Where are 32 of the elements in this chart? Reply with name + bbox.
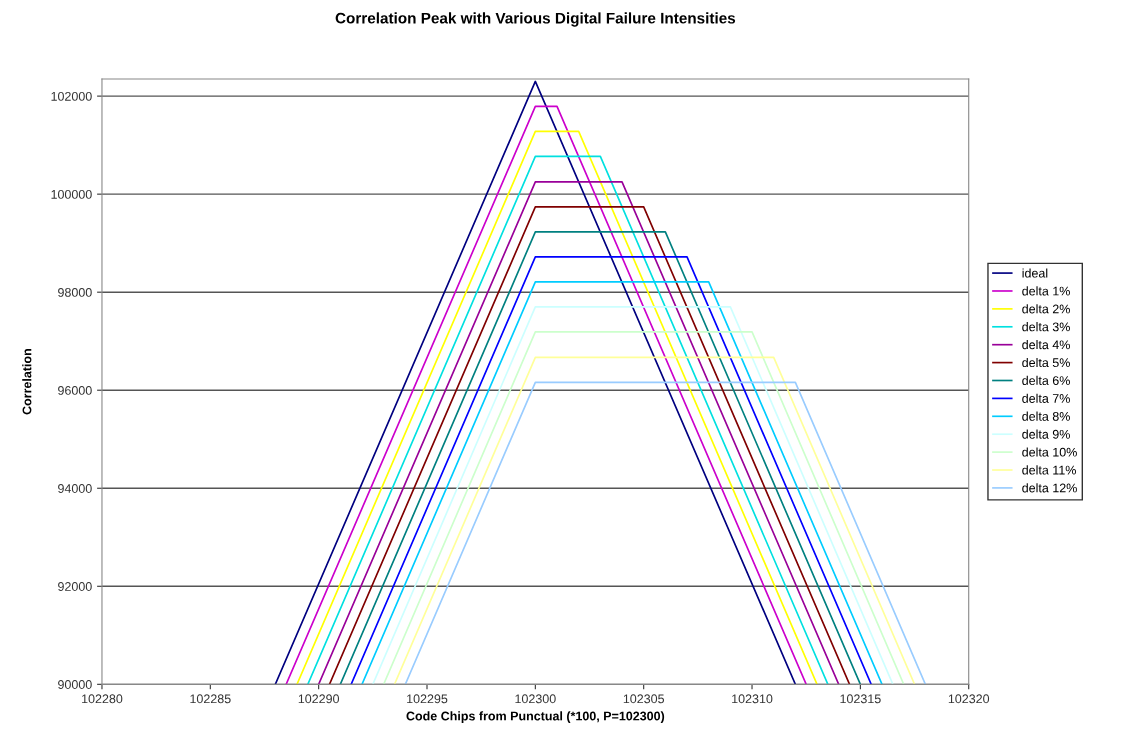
legend-label: delta 5% bbox=[1022, 357, 1070, 368]
legend-label: delta 4% bbox=[1022, 340, 1070, 350]
x-tick-label: 102290 bbox=[298, 694, 340, 704]
legend-label: delta 6% bbox=[1022, 375, 1070, 385]
x-tick-label: 102310 bbox=[732, 694, 773, 704]
legend-label: delta 2% bbox=[1022, 304, 1070, 314]
chart-title: Correlation Peak with Various Digital Failure Intensities bbox=[335, 12, 736, 27]
y-tick-label: 102000 bbox=[51, 91, 92, 101]
y-tick-label: 94000 bbox=[58, 484, 92, 493]
y-tick-label: 92000 bbox=[58, 582, 92, 591]
legend-label: ideal bbox=[1022, 268, 1048, 278]
legend-label: delta 3% bbox=[1022, 322, 1070, 332]
legend-label: delta 12% bbox=[1022, 483, 1077, 493]
y-tick-label: 98000 bbox=[58, 287, 92, 297]
legend-label: delta 11% bbox=[1022, 465, 1076, 475]
y-tick-label: 96000 bbox=[58, 386, 92, 395]
legend-label: delta 7% bbox=[1022, 393, 1070, 403]
y-tick-label: 100000 bbox=[51, 189, 92, 199]
legend-label: delta 10% bbox=[1022, 447, 1077, 457]
x-tick-label: 102280 bbox=[82, 694, 123, 704]
x-tick-label: 102295 bbox=[407, 694, 448, 704]
x-tick-label: 102320 bbox=[948, 694, 990, 704]
x-axis-title: Code Chips from Punctual (*100, P=102300) bbox=[406, 711, 665, 723]
legend-label: delta 8% bbox=[1022, 411, 1070, 421]
x-tick-label: 102285 bbox=[190, 694, 231, 704]
legend-label: delta 1% bbox=[1022, 286, 1070, 296]
x-tick-label: 102305 bbox=[623, 694, 665, 704]
y-tick-label: 90000 bbox=[58, 680, 92, 689]
x-tick-label: 102300 bbox=[515, 694, 556, 704]
legend-label: delta 9% bbox=[1022, 429, 1070, 439]
y-axis-title: Correlation bbox=[22, 349, 32, 415]
x-tick-label: 102315 bbox=[840, 694, 881, 704]
